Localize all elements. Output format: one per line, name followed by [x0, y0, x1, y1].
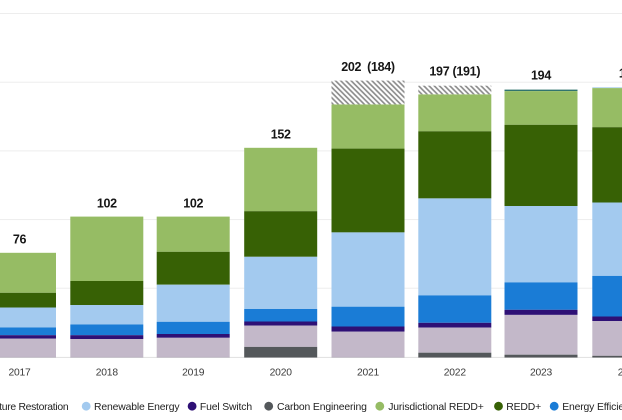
svg-text:2019: 2019	[182, 368, 205, 379]
svg-text:196: 196	[619, 67, 622, 81]
svg-text:Nature Restoration: Nature Restoration	[0, 402, 69, 413]
svg-text:2023: 2023	[530, 368, 553, 379]
svg-text:2020: 2020	[270, 368, 293, 379]
svg-text:2024: 2024	[618, 368, 622, 379]
svg-text:194: 194	[531, 69, 551, 83]
svg-text:102: 102	[97, 196, 117, 210]
svg-text:Jurisdictional REDD+: Jurisdictional REDD+	[388, 402, 484, 413]
svg-text:Carbon Engineering: Carbon Engineering	[277, 402, 367, 413]
svg-text:2021: 2021	[357, 368, 380, 379]
svg-text:2018: 2018	[96, 368, 119, 379]
svg-text:2017: 2017	[8, 368, 31, 379]
svg-text:102: 102	[183, 196, 203, 210]
svg-text:76: 76	[13, 232, 27, 246]
svg-text:2022: 2022	[444, 368, 467, 379]
svg-text:152: 152	[271, 128, 291, 142]
svg-text:Energy Efficiency: Energy Efficiency	[562, 402, 622, 413]
svg-text:REDD+: REDD+	[506, 402, 541, 413]
svg-text:Fuel Switch: Fuel Switch	[200, 402, 252, 413]
svg-text:202 (184): 202 (184)	[341, 60, 395, 74]
svg-text:197 (191): 197 (191)	[429, 64, 480, 78]
svg-text:Renewable Energy: Renewable Energy	[94, 402, 180, 413]
